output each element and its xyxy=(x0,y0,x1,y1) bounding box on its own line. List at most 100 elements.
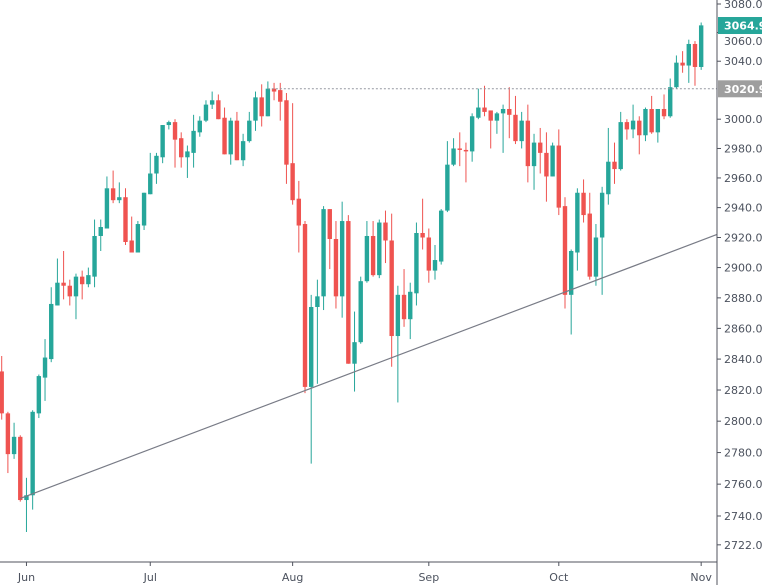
candle-body xyxy=(209,100,215,105)
candle-body xyxy=(395,294,401,337)
candle-up xyxy=(247,111,252,143)
candle-body xyxy=(228,120,233,155)
candle-body xyxy=(377,222,382,276)
candle-body xyxy=(438,210,444,262)
candle-body xyxy=(104,188,110,229)
candle-body xyxy=(432,260,438,271)
candle-body xyxy=(0,371,4,414)
candle-body xyxy=(185,151,190,158)
candle-up xyxy=(191,114,196,168)
candle-down xyxy=(0,356,4,420)
candle-up xyxy=(519,111,524,149)
candle-body xyxy=(203,104,209,121)
price-tick-label: 2740.0 xyxy=(724,510,762,523)
price-axis[interactable]: 3080.0 3060.0 3040.0 3000.0 2980.0 2960.0 2940… xyxy=(716,0,762,585)
candle-body xyxy=(581,192,586,216)
candle-down xyxy=(680,51,685,73)
candle-body xyxy=(538,142,543,153)
candle-body xyxy=(79,276,85,285)
candle-body xyxy=(630,120,636,130)
candle-body xyxy=(160,125,165,158)
candle-down xyxy=(556,129,561,216)
candle-body xyxy=(315,296,320,307)
candle-body xyxy=(197,120,202,133)
candle-up xyxy=(377,219,382,279)
candle-up xyxy=(414,222,419,306)
candle-down xyxy=(123,188,128,245)
candle-body xyxy=(129,240,134,253)
price-badges: 3020.9 3064.9 xyxy=(718,17,762,98)
candle-body xyxy=(643,108,648,136)
level-price-badge-text: 3020.9 xyxy=(724,83,762,96)
candle-up xyxy=(240,133,246,167)
candle-body xyxy=(36,376,42,414)
candle-body xyxy=(686,43,691,66)
candle-up xyxy=(445,141,450,213)
candle-up xyxy=(674,55,679,89)
candle-up xyxy=(408,282,413,340)
candle-up xyxy=(197,116,202,137)
candle-down xyxy=(216,94,221,120)
trendline xyxy=(20,233,718,500)
candle-body xyxy=(333,238,339,297)
price-tick-label: 2800.0 xyxy=(724,415,762,428)
price-tick-label: 2860.0 xyxy=(724,322,762,335)
price-tick-label: 2880.0 xyxy=(724,292,762,305)
candle-body xyxy=(339,221,345,297)
candle-down xyxy=(562,197,568,309)
candle-body xyxy=(278,90,283,102)
time-tick-label: Aug xyxy=(282,571,303,584)
candle-down xyxy=(637,116,642,155)
candle-down xyxy=(110,170,116,204)
candle-down xyxy=(129,216,134,253)
price-tick-label: 3040.0 xyxy=(724,55,762,68)
drawings xyxy=(20,88,718,500)
price-tick-label: 3000.0 xyxy=(724,113,762,126)
candle-body xyxy=(352,342,357,364)
candle-body xyxy=(154,155,159,174)
candle-body xyxy=(544,152,549,177)
candle-up xyxy=(599,186,605,295)
candle-body xyxy=(327,209,332,239)
price-tick-label: 2722.0 xyxy=(724,539,762,552)
last-price-badge xyxy=(718,17,762,35)
candle-body xyxy=(383,222,388,241)
candle-up xyxy=(203,100,209,123)
candle-body xyxy=(457,148,462,150)
candle-up xyxy=(686,39,691,83)
candle-body xyxy=(30,411,35,496)
candle-body xyxy=(606,161,611,195)
time-axis[interactable]: Jun Jul Aug Sep Oct Nov xyxy=(0,561,717,584)
candle-up xyxy=(166,120,172,130)
candle-up xyxy=(618,111,623,171)
candle-body xyxy=(42,357,48,378)
candle-body xyxy=(271,88,277,92)
candle-body xyxy=(110,188,116,201)
candle-body xyxy=(661,108,667,117)
candle-body xyxy=(488,110,493,121)
candle-body xyxy=(11,436,17,455)
candle-down xyxy=(271,82,277,101)
candle-up xyxy=(42,339,48,401)
candle-body xyxy=(123,197,128,242)
candle-down xyxy=(649,95,654,134)
price-tick-label: 2840.0 xyxy=(724,353,762,366)
candle-down xyxy=(333,221,339,309)
candle-up xyxy=(141,192,147,231)
candle-down xyxy=(370,221,376,277)
price-tick-label: 2920.0 xyxy=(724,231,762,244)
candle-down xyxy=(67,279,72,306)
candle-up xyxy=(148,152,153,195)
price-tick-label: 2960.0 xyxy=(724,172,762,185)
candle-body xyxy=(389,240,394,337)
candle-body xyxy=(5,413,11,455)
time-tick-label: Oct xyxy=(549,571,569,584)
candle-up xyxy=(500,104,506,153)
candle-body xyxy=(67,285,72,297)
candle-up xyxy=(24,477,29,532)
candle-body xyxy=(259,97,264,117)
candle-up xyxy=(98,219,103,252)
candle-body xyxy=(612,161,617,170)
candle-up xyxy=(339,201,345,318)
